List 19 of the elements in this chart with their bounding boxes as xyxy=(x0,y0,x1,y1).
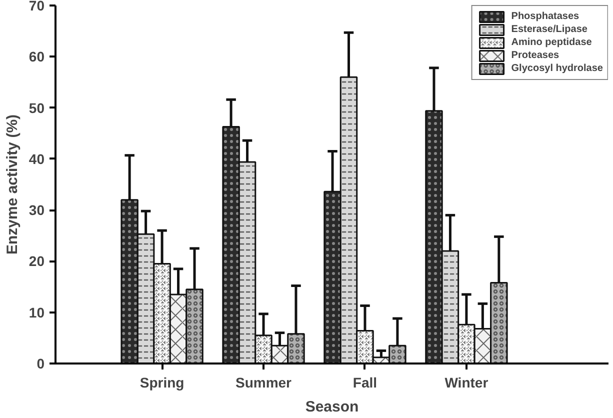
x-tick-label: Summer xyxy=(236,374,292,390)
x-tick-label: Fall xyxy=(352,374,378,390)
legend-label: Phosphatases xyxy=(511,10,580,23)
y-axis-title: Enzyme activity (%) xyxy=(4,114,21,255)
y-tick-label: 50 xyxy=(28,100,45,116)
legend-label: Proteases xyxy=(511,49,560,62)
y-tick-label: 30 xyxy=(28,202,45,218)
x-tick-label: Spring xyxy=(140,374,184,390)
legend-label: Esterase/Lipase xyxy=(511,23,588,36)
y-tick-label: 20 xyxy=(28,253,45,270)
legend-label: Amino peptidase xyxy=(511,36,592,49)
y-tick-label: 0 xyxy=(36,356,45,372)
y-tick-label: 60 xyxy=(28,48,45,65)
y-tick-label: 70 xyxy=(28,0,45,14)
y-tick-label: 10 xyxy=(28,304,45,320)
x-tick-label: Winter xyxy=(444,374,489,390)
x-axis-title: Season xyxy=(305,398,359,416)
legend-label: Glycosyl hydrolase xyxy=(511,62,603,75)
y-tick-label: 40 xyxy=(28,150,45,167)
